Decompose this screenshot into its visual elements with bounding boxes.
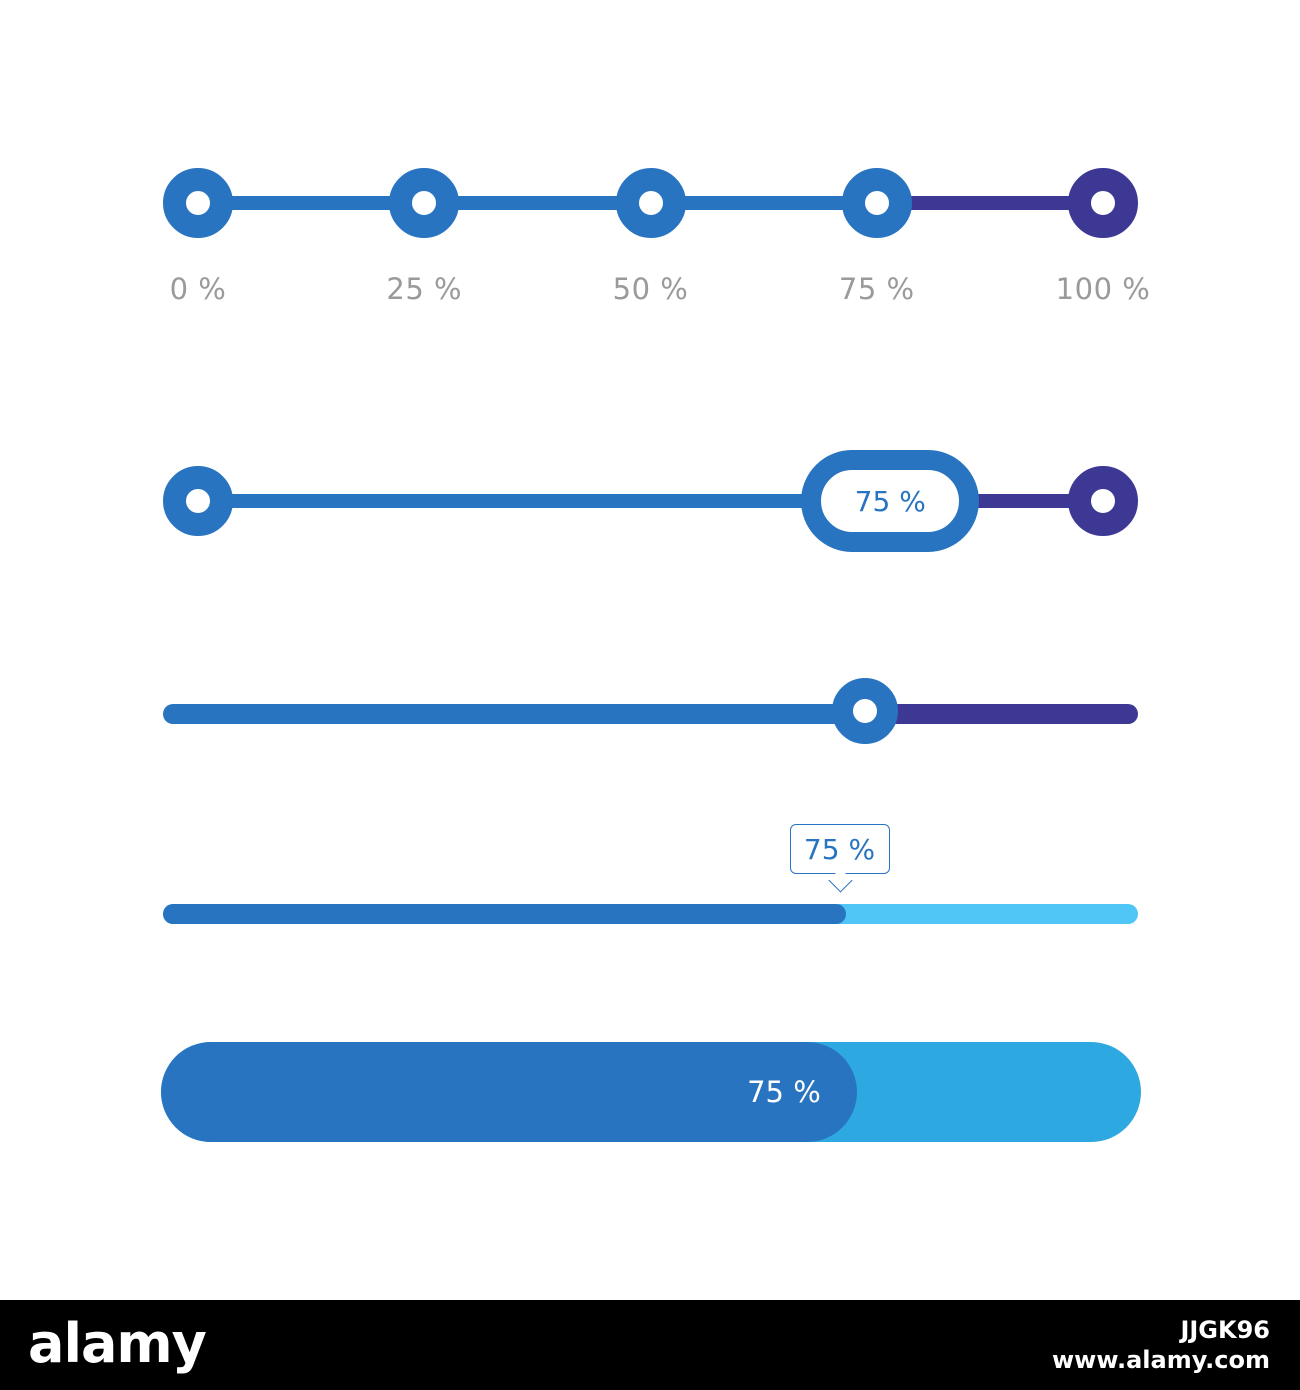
step-node-0[interactable] [163,168,233,238]
step-label-75: 75 % [838,272,915,306]
footer-logo: alamy [28,1312,207,1375]
step-node-50[interactable] [615,168,686,238]
tooltip-track-filled [163,904,846,924]
pill-end-node [1068,466,1138,536]
value-tooltip: 75 % [789,824,890,874]
slider-knob[interactable] [832,678,898,744]
watermark-footer: alamy JJGK96 www.alamy.com [0,1300,1300,1390]
tooltip-slider[interactable]: 75 % [0,820,1300,930]
pill-handle[interactable]: 75 % [801,450,980,552]
progress-fill [161,1042,857,1142]
step-label-25: 25 % [386,272,463,306]
progress-bar: 75 % [161,1042,1141,1142]
footer-meta: JJGK96 www.alamy.com [1052,1316,1270,1374]
pill-slider[interactable]: 75 % [0,440,1300,560]
step-node-25[interactable] [389,168,460,238]
tooltip-label: 75 % [803,832,876,866]
step-label-50: 50 % [612,272,689,306]
pill-handle-label: 75 % [854,484,926,518]
step-label-100: 100 % [1055,272,1151,306]
step-track-filled [198,196,877,210]
step-slider[interactable]: 0 % 25 % 50 % 75 % 100 % [0,0,1300,320]
knob-track-filled [163,704,865,724]
knob-track-remaining [865,704,1138,724]
step-label-0: 0 % [169,272,227,306]
image-id: JJGK96 [1180,1316,1270,1344]
progress-label: 75 % [747,1075,821,1109]
step-node-100[interactable] [1068,168,1138,238]
knob-slider[interactable] [0,670,1300,760]
step-node-75[interactable] [841,168,912,238]
footer-url: www.alamy.com [1051,1346,1270,1374]
step-track-remaining [876,196,1103,210]
pill-start-node [163,466,233,536]
pill-track-filled [198,494,891,508]
